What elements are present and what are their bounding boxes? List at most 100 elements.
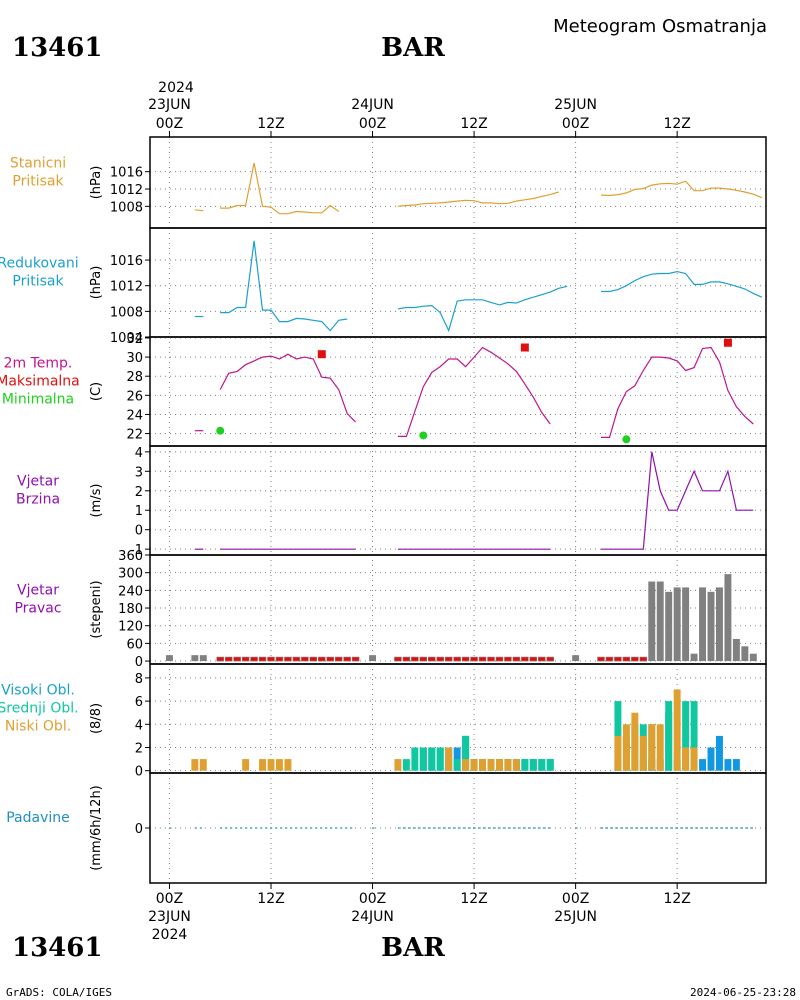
bar-niski (284, 759, 292, 771)
bar-niski (487, 759, 495, 771)
calm-marker (224, 656, 233, 662)
panel-label-clouds: Niski Obl. (5, 719, 71, 735)
bottom-hour-label: 00Z (562, 891, 589, 907)
panel-label-direction: Pravac (14, 601, 61, 617)
panel-label-wind: Vjetar (17, 474, 59, 490)
bar-dir_bar (665, 591, 673, 662)
panel-label-redukovani: Pritisak (12, 274, 64, 290)
calm-marker (622, 656, 631, 662)
calm-marker (495, 656, 504, 662)
y-tick-label: 28 (126, 370, 143, 385)
panel-frame (149, 772, 767, 884)
top-date-label: 23JUN (148, 97, 191, 113)
calm-marker (631, 656, 639, 662)
y-tick-label: 30 (126, 351, 143, 366)
y-tick-label: 0 (135, 822, 143, 837)
calm-marker (478, 656, 487, 662)
series-line-wind (601, 451, 754, 550)
y-tick-label: 1 (135, 504, 143, 519)
bar-niski (267, 759, 275, 771)
bar-niski (631, 712, 639, 771)
y-axis-label: (hPa) (89, 266, 104, 300)
min-temp-marker (216, 426, 225, 435)
top-date-label: 24JUN (351, 97, 394, 113)
panel-redukovani: 1004 1008 1012 1016 (hPa) Redukovani Pritisak (0, 227, 767, 346)
bar-dir_bar (656, 581, 664, 662)
y-tick-label: 360 (118, 549, 143, 564)
calm-marker (326, 656, 334, 662)
y-axis-label: (C) (89, 382, 104, 401)
top-hour-label: 00Z (562, 116, 589, 132)
calm-marker (597, 656, 605, 662)
bar-niski (191, 759, 199, 771)
series-line-stanicni (600, 180, 763, 199)
panel-frame (149, 336, 767, 447)
bar-srednji (521, 759, 529, 771)
calm-marker (233, 656, 241, 662)
y-tick-label: 1008 (110, 305, 143, 320)
top-hour-label: 00Z (359, 116, 386, 132)
calm-marker (317, 656, 326, 662)
panel-precip: 0 (mm/6h/12h) Padavine (6, 772, 767, 884)
calm-marker (614, 656, 622, 662)
calm-marker (351, 656, 360, 662)
calm-marker (605, 656, 614, 662)
bar-srednji (428, 747, 436, 771)
calm-marker (470, 656, 478, 662)
bar-srednji (436, 747, 444, 771)
panel-label-precip: Padavine (6, 810, 70, 826)
bar-srednji (690, 701, 698, 771)
bar-srednji (402, 759, 410, 771)
top-year-label: 2024 (158, 80, 194, 96)
bottom-date-label: 24JUN (351, 909, 394, 925)
bar-dir_bar (749, 653, 757, 662)
bottom-hour-label: 12Z (663, 891, 690, 907)
footer-timestamp: 2024-06-25-23:28 (690, 986, 796, 999)
bottom-hour-label: 00Z (156, 891, 183, 907)
bar-niski (648, 724, 656, 771)
footer-credit: GrADS: COLA/IGES (6, 986, 112, 999)
bar-visoki (707, 747, 715, 771)
y-tick-label: 26 (126, 389, 143, 404)
calm-marker (411, 656, 419, 662)
y-tick-label: 1008 (110, 200, 143, 215)
top-hour-label: 12Z (460, 116, 487, 132)
station-name-top: BAR (381, 33, 445, 63)
top-hour-label: 00Z (156, 116, 183, 132)
calm-marker (267, 656, 275, 662)
bar-niski (394, 759, 402, 771)
bar-srednji (419, 747, 427, 771)
panel-label-temp: Maksimalna (0, 374, 80, 390)
bar-niski (639, 735, 647, 771)
panel-frame (149, 554, 767, 665)
bottom-hour-label: 12Z (460, 891, 487, 907)
bar-dir_bar (690, 653, 698, 662)
station-id-bottom: 13461 (12, 933, 102, 963)
panel-frame (149, 136, 767, 229)
y-tick-label: 2 (135, 741, 143, 756)
panel-label-direction: Vjetar (17, 583, 59, 599)
panel-frame (149, 227, 767, 338)
bar-dir_bar (682, 587, 690, 662)
bar-niski (495, 759, 503, 771)
calm-marker (453, 656, 461, 662)
chart-title: Meteogram Osmatranja (553, 16, 767, 37)
y-tick-label: 1016 (110, 254, 143, 269)
bar-visoki (715, 735, 723, 771)
bar-niski (512, 759, 520, 771)
bottom-date-label: 23JUN (148, 909, 191, 925)
y-tick-label: 8 (135, 672, 143, 687)
calm-marker (529, 656, 538, 662)
panel-label-temp: Minimalna (2, 392, 74, 408)
calm-marker (309, 656, 318, 662)
y-axis-label: (mm/6h/12h) (89, 785, 104, 871)
y-tick-label: 1012 (110, 280, 143, 295)
y-tick-label: 240 (118, 584, 143, 599)
calm-marker (436, 656, 444, 662)
bar-dir_bar (369, 655, 377, 662)
bar-dir_bar (732, 638, 740, 662)
series-line-temp (219, 353, 357, 423)
bar-dir_bar (699, 587, 707, 662)
y-tick-label: 4 (135, 718, 143, 733)
